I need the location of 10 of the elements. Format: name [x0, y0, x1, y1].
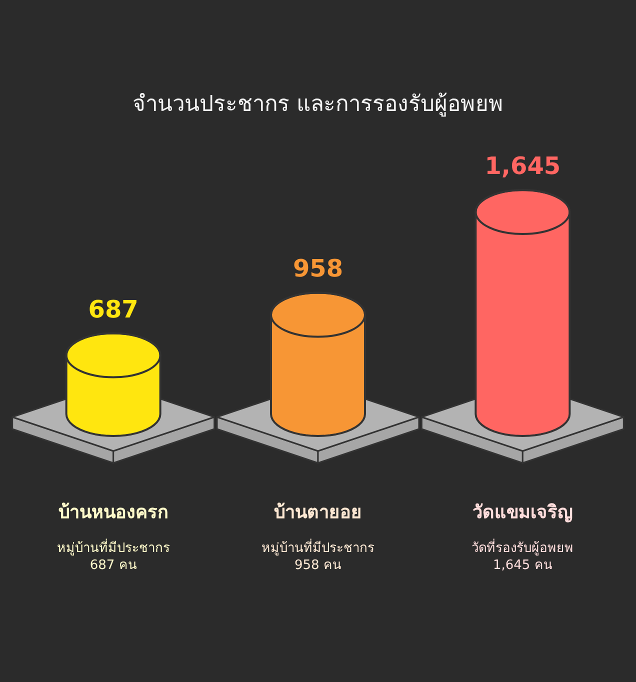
x-tick-label: บ้านตายอย [274, 502, 362, 523]
data-label: 687 [88, 295, 138, 324]
data-label: 1,645 [484, 152, 561, 180]
x-tick-label: วัดแขมเจริญ [472, 502, 573, 523]
text: วัดที่รองรับผู้อพยพ 1,645 คน [472, 539, 574, 573]
x-tick-label: บ้านหนองครก [58, 502, 168, 523]
text: หมู่บ้านที่มีประชากร 958 คน [262, 539, 374, 573]
chart-title: จำนวนประชากร และการรองรับผู้อพยพ [132, 92, 504, 117]
text: หมู่บ้านที่มีประชากร 687 คน [56, 539, 170, 573]
data-label: 958 [292, 254, 344, 283]
